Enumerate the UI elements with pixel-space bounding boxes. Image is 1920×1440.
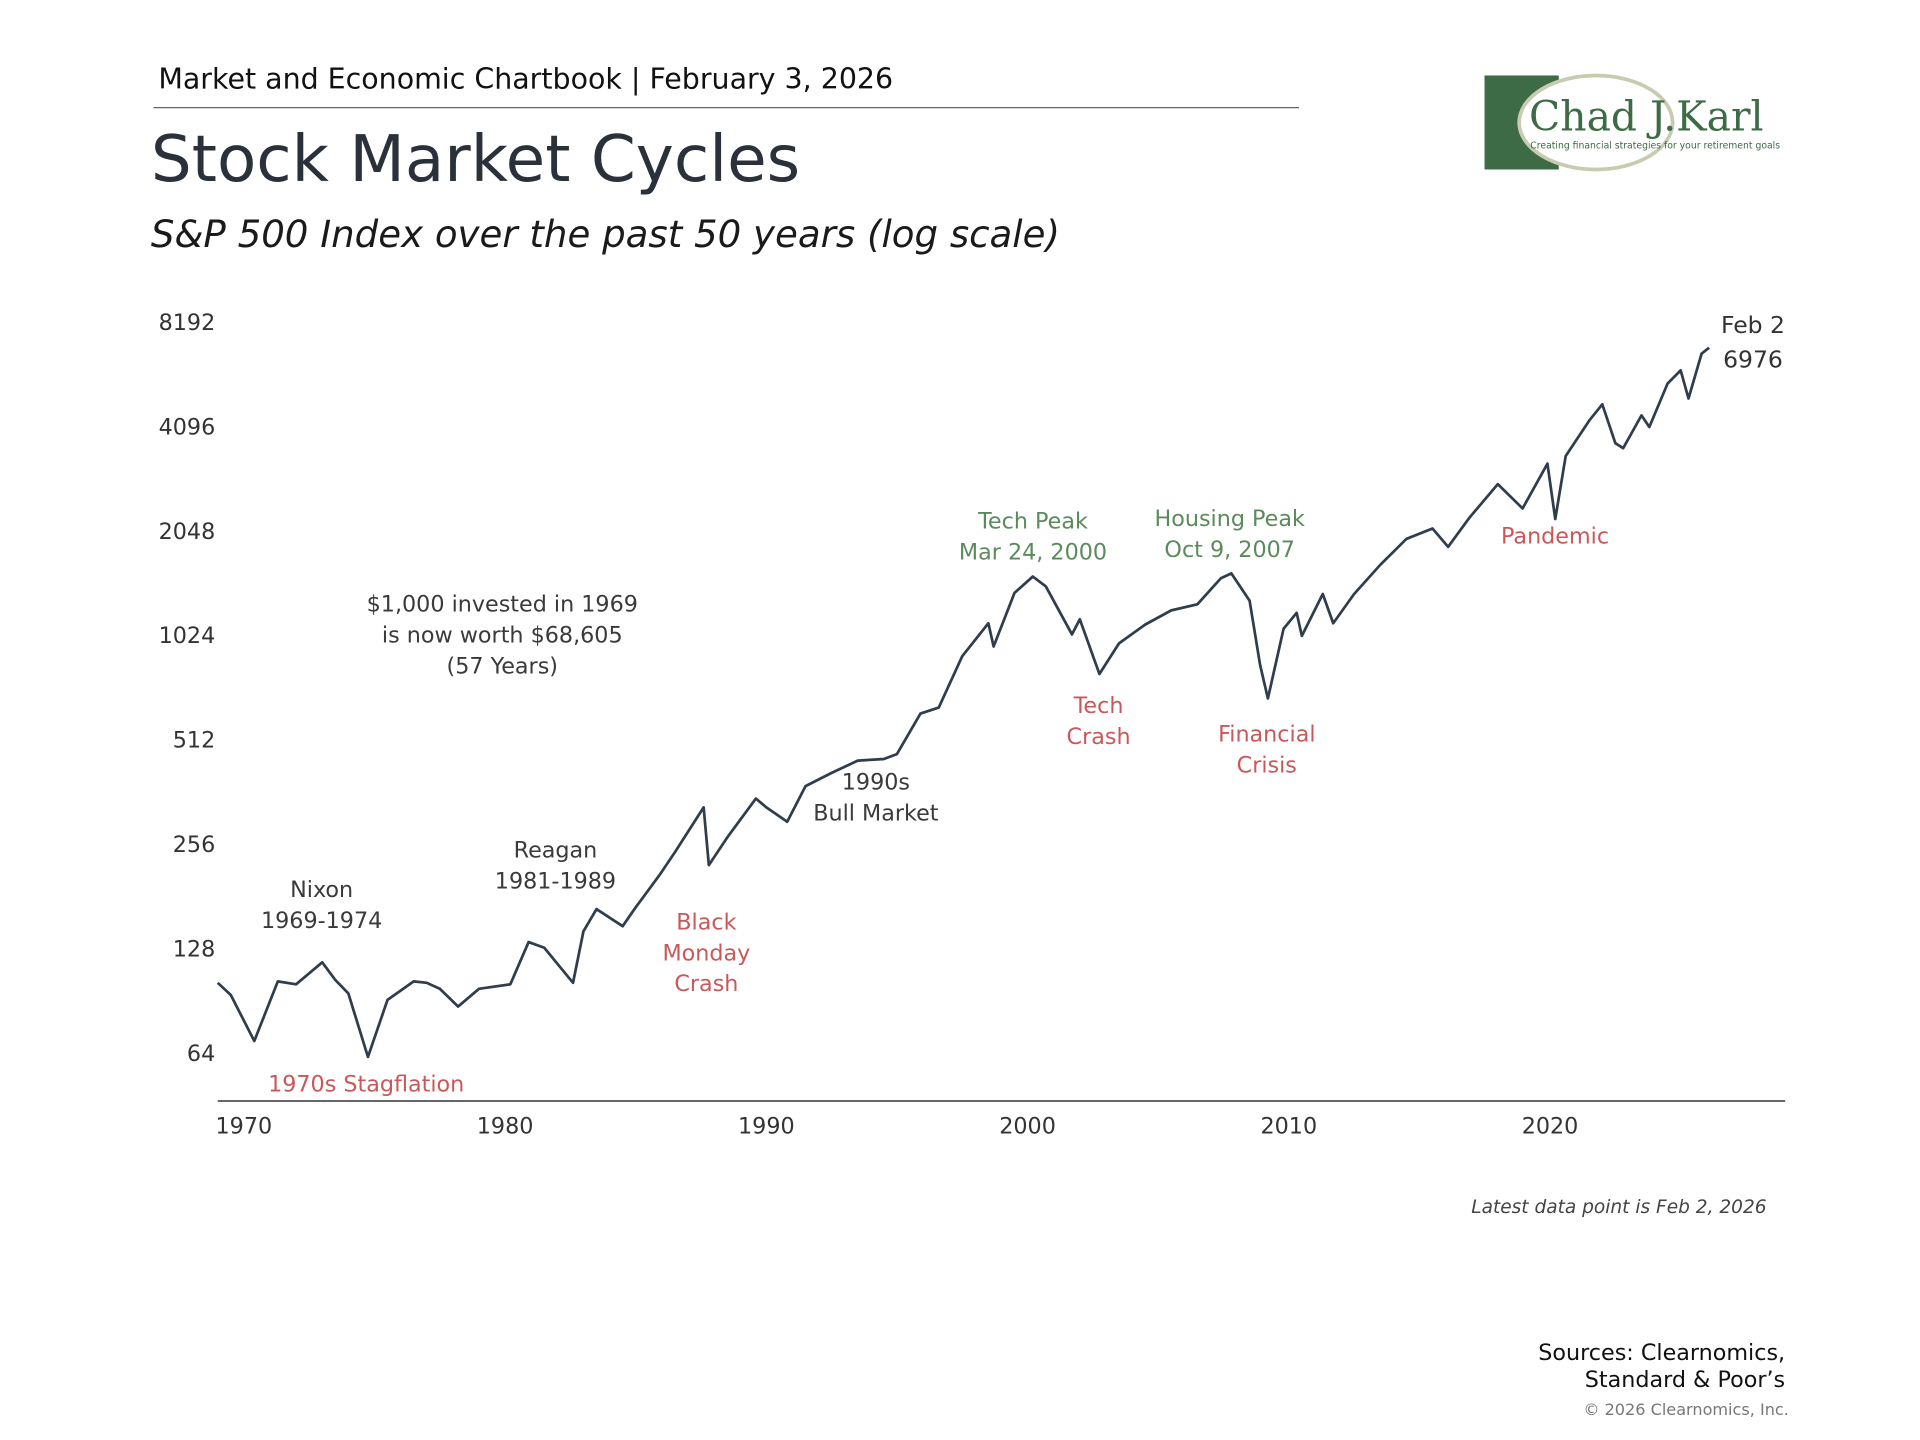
annotation: Housing Peak: [1155, 506, 1305, 532]
logo-tagline: Creating financial strategies for your r…: [1530, 140, 1780, 151]
logo: Chad J.Karl Creating financial strategie…: [1484, 73, 1780, 172]
annotation: Tech Peak: [977, 509, 1088, 535]
header: Market and Economic Chartbook | February…: [158, 62, 893, 95]
annotation: Crash: [674, 971, 738, 997]
x-tick-label: 2020: [1522, 1114, 1579, 1140]
y-tick-label: 512: [173, 728, 215, 754]
annotation: Black: [676, 909, 736, 935]
annotation: Oct 9, 2007: [1164, 537, 1294, 563]
y-tick-label: 2048: [159, 519, 216, 545]
annotation: Crash: [1067, 724, 1131, 750]
annotation: $1,000 invested in 1969: [367, 591, 638, 617]
y-tick-label: 1024: [159, 623, 216, 649]
sources: Sources: Clearnomics,: [1538, 1340, 1785, 1366]
annotation: Bull Market: [813, 801, 939, 827]
annotation: is now worth $68,605: [382, 622, 623, 648]
end-value-label: 6976: [1723, 346, 1783, 374]
annotation: Mar 24, 2000: [959, 539, 1107, 565]
annotation: Financial: [1218, 721, 1315, 747]
x-tick-label: 2010: [1260, 1114, 1317, 1140]
x-tick-label: 1990: [738, 1114, 795, 1140]
sources: Standard & Poor’s: [1585, 1367, 1785, 1393]
annotation: 1970s Stagflation: [268, 1071, 464, 1097]
copyright: © 2026 Clearnomics, Inc.: [1583, 1400, 1788, 1419]
y-tick-label: 256: [173, 832, 215, 858]
annotation: Crisis: [1237, 752, 1297, 778]
annotation: Monday: [662, 940, 750, 966]
note: Latest data point is Feb 2, 2026: [1471, 1197, 1766, 1218]
annotation: 1990s: [842, 770, 910, 796]
x-tick-label: 1970: [216, 1114, 273, 1140]
y-tick-label: 128: [173, 937, 215, 963]
annotation: Reagan: [514, 838, 598, 864]
series-line: [216, 346, 1710, 1059]
chart-subtitle: S&P 500 Index over the past 50 years (lo…: [151, 213, 1060, 256]
annotation: Tech: [1073, 693, 1124, 719]
logo-name: Chad J.Karl: [1529, 92, 1764, 140]
annotation: Nixon: [290, 877, 353, 903]
annotation: 1969-1974: [261, 908, 382, 934]
x-tick-label: 1980: [477, 1114, 534, 1140]
y-tick-label: 8192: [159, 310, 216, 336]
end-label: Feb 2: [1721, 311, 1785, 339]
chart-title: Stock Market Cycles: [151, 122, 800, 197]
annotation: (57 Years): [447, 653, 558, 679]
y-tick-label: 64: [187, 1041, 215, 1067]
annotation: Pandemic: [1501, 523, 1609, 549]
x-tick-label: 2000: [999, 1114, 1056, 1140]
annotation: 1981-1989: [495, 869, 616, 895]
logo-swirl: [1517, 73, 1675, 172]
y-tick-label: 4096: [159, 414, 216, 440]
